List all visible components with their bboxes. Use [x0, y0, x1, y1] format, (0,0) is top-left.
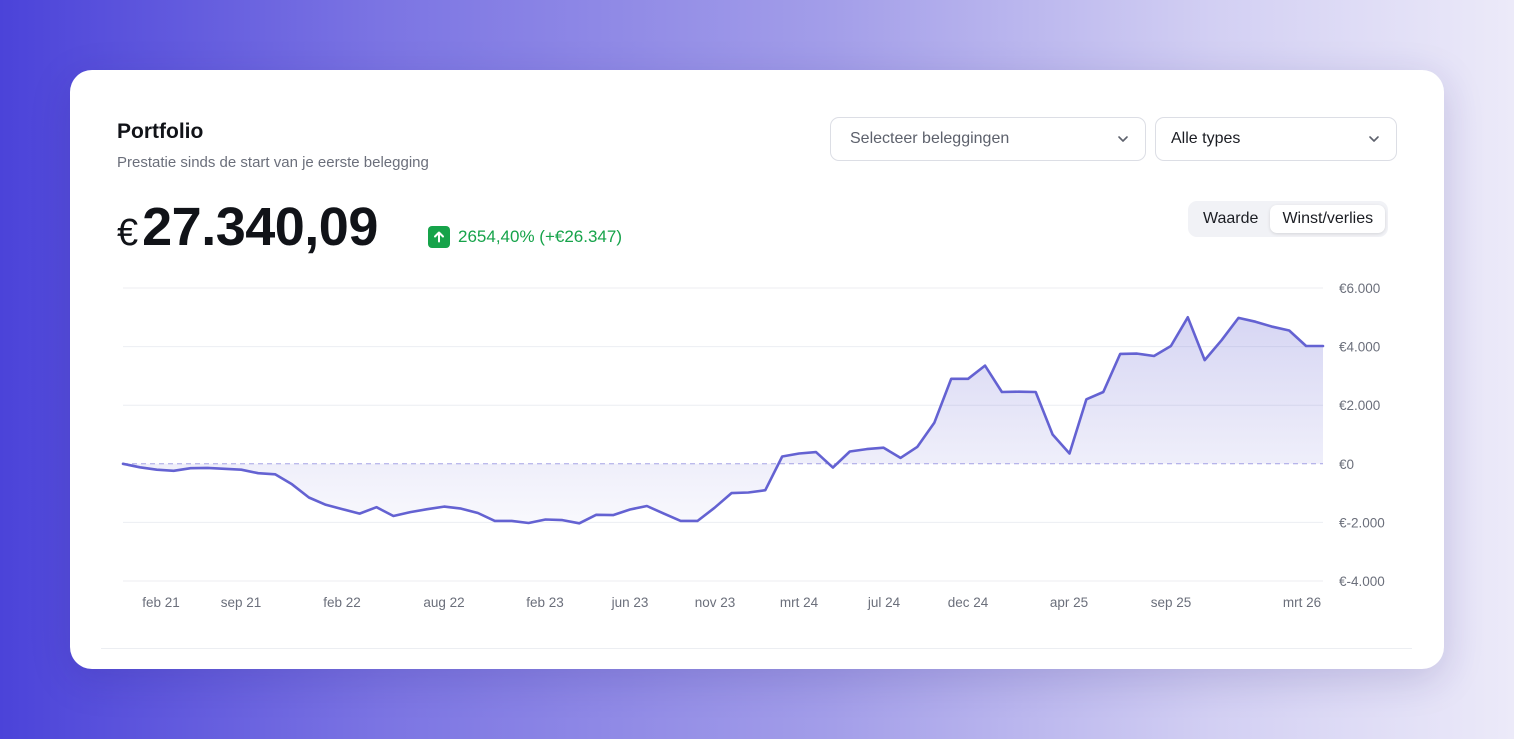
divider	[101, 648, 1412, 649]
x-tick-label: feb 22	[323, 595, 361, 610]
total-value: 27.340,09	[142, 197, 378, 257]
investments-select[interactable]: Selecteer beleggingen	[830, 117, 1146, 161]
y-tick-label: €-2.000	[1339, 515, 1385, 530]
x-tick-label: feb 23	[526, 595, 564, 610]
x-tick-label: dec 24	[948, 595, 989, 610]
investments-select-label: Selecteer beleggingen	[850, 130, 1010, 147]
type-select-label: Alle types	[1171, 130, 1241, 147]
series-line	[121, 316, 1325, 525]
x-tick-label: mrt 24	[780, 595, 819, 610]
x-tick-label: feb 21	[142, 595, 180, 610]
y-tick-label: €6.000	[1339, 281, 1380, 296]
y-tick-label: €4.000	[1339, 340, 1380, 355]
portfolio-card: Portfolio Prestatie sinds de start van j…	[70, 70, 1444, 669]
chevron-down-icon	[1369, 136, 1379, 142]
x-tick-label: jun 23	[611, 595, 649, 610]
view-toggle: Waarde Winst/verlies	[1188, 201, 1389, 237]
portfolio-value: € 27.340,09	[117, 196, 378, 258]
y-tick-label: €2.000	[1339, 398, 1380, 413]
x-tick-label: aug 22	[423, 595, 464, 610]
page-subtitle: Prestatie sinds de start van je eerste b…	[117, 154, 429, 171]
arrow-up-icon	[428, 226, 450, 248]
x-tick-label: mrt 26	[1283, 595, 1321, 610]
x-tick-label: sep 21	[221, 595, 262, 610]
x-tick-label: nov 23	[695, 595, 736, 610]
toggle-option-value[interactable]: Waarde	[1203, 210, 1259, 227]
change-text: 2654,40% (+€26.347)	[458, 227, 622, 246]
x-tick-label: jul 24	[867, 595, 901, 610]
currency-symbol: €	[117, 212, 139, 254]
x-tick-label: sep 25	[1151, 595, 1192, 610]
chevron-down-icon	[1118, 136, 1128, 142]
x-tick-label: apr 25	[1050, 595, 1088, 610]
type-select[interactable]: Alle types	[1155, 117, 1397, 161]
change-indicator: 2654,40% (+€26.347)	[428, 226, 622, 248]
area-fill	[123, 317, 1323, 524]
portfolio-chart: €6.000 €4.000 €2.000 €0 €-2.000 €-4.000 feb 2…	[121, 281, 1385, 610]
y-tick-label: €-4.000	[1339, 574, 1385, 589]
y-tick-label: €0	[1339, 457, 1354, 472]
toggle-option-profit-loss[interactable]: Winst/verlies	[1270, 205, 1386, 233]
page-title: Portfolio	[117, 120, 204, 143]
